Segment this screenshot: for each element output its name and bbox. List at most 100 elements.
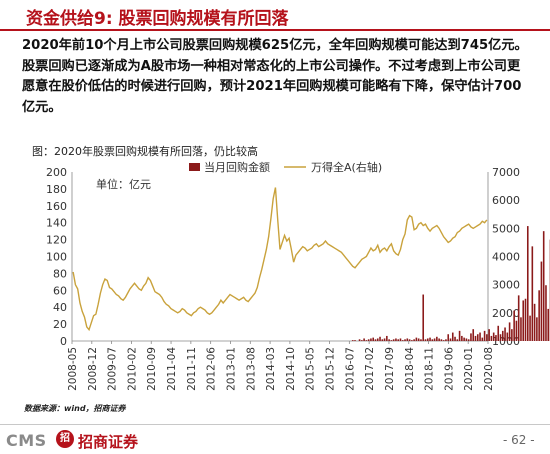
buyback-bar [517,295,520,341]
buyback-bar [467,339,470,341]
buyback-bar [506,332,509,341]
buyback-bar [474,335,477,341]
buyback-bar [370,338,372,341]
buyback-bar [392,339,395,341]
y-left-tick-label: 140 [46,217,67,230]
buyback-bar [426,338,429,341]
y-right-tick-label: 3000 [492,279,520,292]
buyback-bar [456,339,459,341]
buyback-bar [354,340,356,341]
x-tick-label: 2016-07 [344,347,356,391]
figure-caption: 图：2020年股票回购规模有所回落，仍比较高 [32,145,258,158]
buyback-bar [513,310,515,341]
buyback-bar [420,339,422,341]
y-left-tick-label: 40 [53,301,67,314]
buyback-bar [415,337,418,341]
brand-text: CMS [6,431,47,450]
buyback-bar [524,298,527,341]
cms-logo-icon: 招 [56,430,74,448]
buyback-bar [488,329,490,341]
slide-title: 资金供给9: 股票回购规模有所回落 [26,9,289,29]
buyback-bar [461,335,463,341]
buyback-bar [490,335,493,341]
buyback-bar [481,337,484,341]
buyback-bar [381,339,384,341]
x-tick-label: 2014-03 [265,347,277,391]
buyback-bar [399,338,402,341]
buyback-bar [526,226,529,341]
x-tick-label: 2019-06 [443,347,455,391]
buyback-bar [440,339,443,341]
y-left-tick-label: 100 [46,251,67,264]
legend-bar-label: 当月回购金额 [204,160,270,174]
legend-line-label: 万得全A(右轴) [311,160,382,174]
buyback-bar [449,338,452,341]
x-tick-label: 2015-05 [305,347,317,391]
buyback-bar [397,339,400,341]
company-name: 招商证券 [78,433,139,451]
y-right-tick-label: 5000 [492,222,520,235]
buyback-bar [417,338,420,341]
x-tick-label: 2013-01 [225,347,237,391]
buyback-bar [504,327,506,341]
unit-label: 单位：亿元 [96,177,151,191]
x-tick-label: 2008-12 [87,347,99,391]
buyback-bar [454,336,456,341]
buyback-bar [470,333,472,341]
buyback-bar [372,337,374,341]
data-source: 数据来源：wind，招商证券 [24,404,126,413]
buyback-bar [388,339,390,341]
x-tick-label: 2009-07 [107,347,119,391]
buyback-bar [515,320,518,341]
buyback-bar [422,294,425,341]
buyback-bar [383,338,386,341]
x-tick-label: 2011-04 [166,347,178,391]
buyback-bar [351,340,354,341]
buyback-bar [376,338,379,341]
body-paragraph: 2020年前10个月上市公司股票回购规模625亿元，全年回购规模可能达到745亿… [22,38,528,115]
y-right-tick-label: 4000 [492,251,520,264]
x-tick-label: 2010-02 [126,347,138,391]
buyback-bar [536,317,538,341]
buyback-bar [442,340,445,341]
x-tick-label: 2014-10 [285,347,297,391]
buyback-bar [433,338,436,341]
buyback-bar [533,303,536,341]
x-tick-label: 2011-11 [186,347,198,391]
buyback-bar [379,336,381,341]
buyback-bar [479,332,481,341]
buyback-bar [465,338,468,341]
y-left-tick-label: 160 [46,200,67,213]
buyback-bar [531,246,534,341]
y-left-tick-label: 60 [53,284,67,297]
x-tick-label: 2020-08 [483,347,495,391]
buyback-bar [508,322,511,341]
buyback-bar [429,337,431,341]
buyback-bar [547,308,550,341]
buyback-bar [522,300,525,341]
y-left-tick-label: 180 [46,183,67,196]
buyback-bar [361,340,363,341]
footer-divider [0,424,550,425]
buyback-bar [545,285,547,341]
buyback-bar [458,330,461,341]
x-tick-label: 2017-09 [384,347,396,391]
buyback-bar [436,336,438,341]
buyback-bar [365,340,368,341]
y-left-tick-label: 20 [53,318,67,331]
buyback-bar [472,329,475,341]
buyback-bar [511,329,513,341]
buyback-bar [486,334,488,341]
buyback-bar [390,340,393,341]
buyback-bar [476,334,479,341]
y-right-tick-label: 7000 [492,166,520,179]
buyback-bar [463,337,465,341]
buyback-bar [499,334,502,341]
buyback-bar [424,339,427,341]
buyback-bar [542,231,545,341]
buyback-bar [538,290,540,341]
x-tick-label: 2017-02 [364,347,376,391]
buyback-bar [408,339,411,341]
buyback-bar [406,338,409,341]
